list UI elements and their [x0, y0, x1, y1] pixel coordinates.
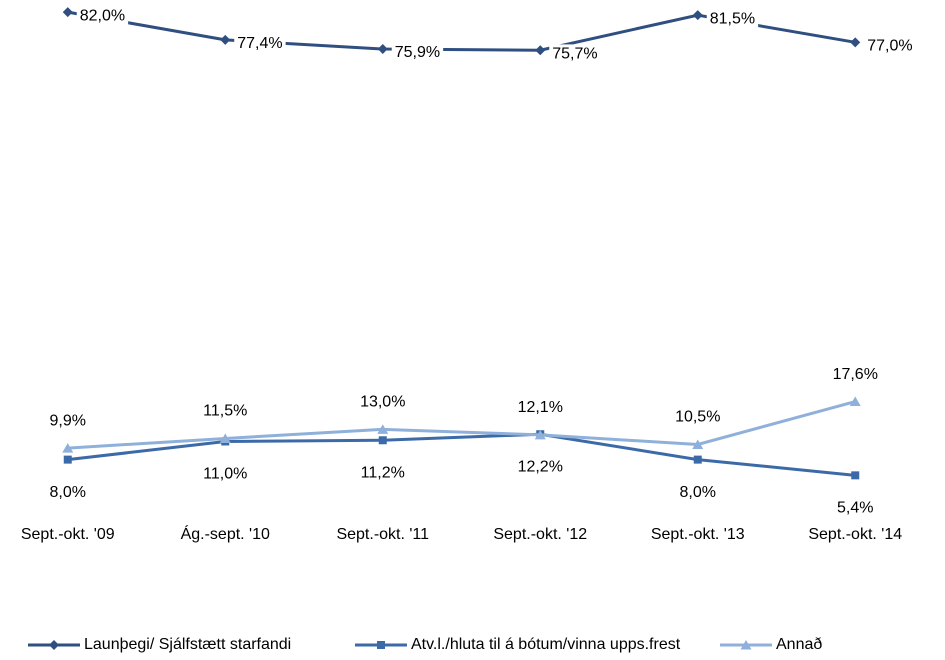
label-background: [706, 9, 759, 29]
data-label: 77,0%: [867, 38, 912, 55]
x-tick-label: Sept.-okt. '11: [336, 526, 429, 543]
label-background: [76, 6, 129, 26]
data-label: 17,6%: [833, 366, 878, 383]
data-label: 10,5%: [675, 409, 720, 426]
marker: [220, 34, 231, 45]
marker: [62, 7, 73, 18]
legend-label: Launþegi/ Sjálfstætt starfandi: [84, 636, 291, 653]
x-tick-label: Sept.-okt. '14: [808, 526, 902, 543]
data-label: 11,5%: [203, 403, 247, 420]
legend-label: Annað: [776, 636, 822, 653]
marker: [63, 455, 72, 464]
marker: [377, 641, 385, 649]
data-label: 75,7%: [552, 45, 597, 62]
data-label: 82,0%: [80, 7, 125, 24]
label-background: [549, 44, 601, 64]
data-label: 11,2%: [361, 464, 405, 481]
marker: [219, 433, 231, 443]
data-label: 12,2%: [518, 458, 563, 475]
label-background: [391, 43, 444, 63]
data-label: 8,0%: [50, 484, 86, 501]
data-label: 81,5%: [710, 10, 755, 27]
marker: [849, 396, 861, 407]
marker: [378, 436, 387, 445]
marker: [692, 10, 703, 21]
series-line: [67, 400, 856, 450]
data-label: 13,0%: [360, 394, 405, 411]
marker: [62, 443, 74, 453]
data-label: 8,0%: [680, 484, 716, 501]
data-label: 5,4%: [837, 500, 873, 517]
legend-item: Annað: [720, 636, 822, 653]
legend-label: Atv.l./hluta til á bótum/vinna upps.fres…: [411, 636, 681, 653]
data-label: 11,0%: [203, 466, 247, 483]
data-label: 12,1%: [518, 399, 563, 416]
legend-item: Launþegi/ Sjálfstætt starfandi: [28, 636, 291, 653]
marker: [49, 640, 59, 650]
legend-item: Atv.l./hluta til á bótum/vinna upps.fres…: [355, 636, 681, 653]
marker: [535, 45, 546, 56]
data-label: 75,9%: [395, 44, 440, 61]
data-label: 77,4%: [237, 35, 282, 52]
marker: [740, 640, 752, 650]
marker: [377, 424, 389, 434]
marker: [534, 429, 546, 440]
series-line: [67, 432, 856, 477]
marker: [693, 455, 702, 464]
x-tick-label: Ág.-sept. '10: [181, 524, 270, 543]
x-tick-label: Sept.-okt. '09: [21, 526, 115, 543]
label-background: [234, 34, 286, 54]
label-background: [864, 36, 916, 56]
marker: [850, 37, 861, 48]
marker: [692, 439, 704, 449]
x-tick-label: Sept.-okt. '13: [651, 526, 745, 543]
data-label: 9,9%: [50, 412, 86, 429]
marker: [851, 471, 860, 480]
x-tick-label: Sept.-okt. '12: [493, 526, 587, 543]
marker: [377, 43, 388, 54]
